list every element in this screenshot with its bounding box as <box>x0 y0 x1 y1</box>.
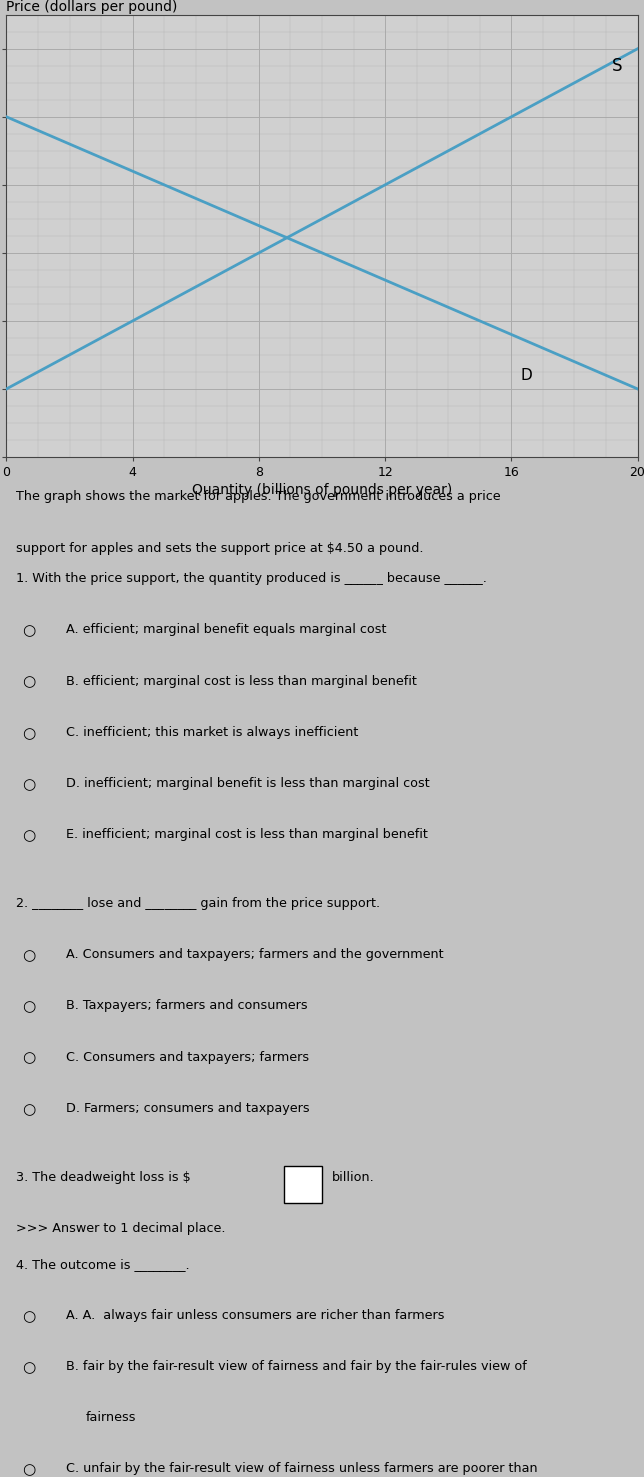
Text: D: D <box>521 368 533 384</box>
Text: E. inefficient; marginal cost is less than marginal benefit: E. inefficient; marginal cost is less th… <box>66 829 428 840</box>
Text: The graph shows the market for apples. The government introduces a price: The graph shows the market for apples. T… <box>16 490 500 504</box>
Text: ○: ○ <box>22 1000 35 1015</box>
Text: Price (dollars per pound): Price (dollars per pound) <box>6 0 178 13</box>
Text: ○: ○ <box>22 1050 35 1065</box>
Text: 4. The outcome is ________.: 4. The outcome is ________. <box>16 1257 189 1270</box>
FancyBboxPatch shape <box>284 1165 322 1204</box>
Text: D. inefficient; marginal benefit is less than marginal cost: D. inefficient; marginal benefit is less… <box>66 777 430 790</box>
Text: >>> Answer to 1 decimal place.: >>> Answer to 1 decimal place. <box>16 1221 225 1235</box>
Text: C. Consumers and taxpayers; farmers: C. Consumers and taxpayers; farmers <box>66 1050 310 1063</box>
Text: A. efficient; marginal benefit equals marginal cost: A. efficient; marginal benefit equals ma… <box>66 623 387 637</box>
Text: ○: ○ <box>22 675 35 690</box>
Text: ○: ○ <box>22 725 35 741</box>
Text: ○: ○ <box>22 1102 35 1117</box>
Text: B. fair by the fair-result view of fairness and fair by the fair-rules view of: B. fair by the fair-result view of fairn… <box>66 1360 527 1374</box>
Text: B. efficient; marginal cost is less than marginal benefit: B. efficient; marginal cost is less than… <box>66 675 417 688</box>
Text: ○: ○ <box>22 948 35 963</box>
Text: A. Consumers and taxpayers; farmers and the government: A. Consumers and taxpayers; farmers and … <box>66 948 444 962</box>
Text: billion.: billion. <box>332 1171 374 1183</box>
Text: D. Farmers; consumers and taxpayers: D. Farmers; consumers and taxpayers <box>66 1102 310 1115</box>
Text: S: S <box>612 56 623 75</box>
Text: 2. ________ lose and ________ gain from the price support.: 2. ________ lose and ________ gain from … <box>16 897 380 910</box>
Text: fairness: fairness <box>85 1411 136 1424</box>
Text: ○: ○ <box>22 623 35 638</box>
Text: 3. The deadweight loss is $: 3. The deadweight loss is $ <box>16 1171 191 1183</box>
Text: support for apples and sets the support price at $4.50 a pound.: support for apples and sets the support … <box>16 542 423 554</box>
Text: ○: ○ <box>22 777 35 792</box>
Text: ○: ○ <box>22 1462 35 1477</box>
Text: ○: ○ <box>22 1309 35 1323</box>
Text: C. unfair by the fair-result view of fairness unless farmers are poorer than: C. unfair by the fair-result view of fai… <box>66 1462 538 1476</box>
Text: ○: ○ <box>22 1360 35 1375</box>
Text: A. A.  always fair unless consumers are richer than farmers: A. A. always fair unless consumers are r… <box>66 1309 445 1322</box>
Text: 1. With the price support, the quantity produced is ______ because ______.: 1. With the price support, the quantity … <box>16 572 487 585</box>
Text: C. inefficient; this market is always inefficient: C. inefficient; this market is always in… <box>66 725 359 738</box>
Text: B. Taxpayers; farmers and consumers: B. Taxpayers; farmers and consumers <box>66 1000 308 1012</box>
Text: ○: ○ <box>22 829 35 843</box>
X-axis label: Quantity (billions of pounds per year): Quantity (billions of pounds per year) <box>192 483 452 498</box>
